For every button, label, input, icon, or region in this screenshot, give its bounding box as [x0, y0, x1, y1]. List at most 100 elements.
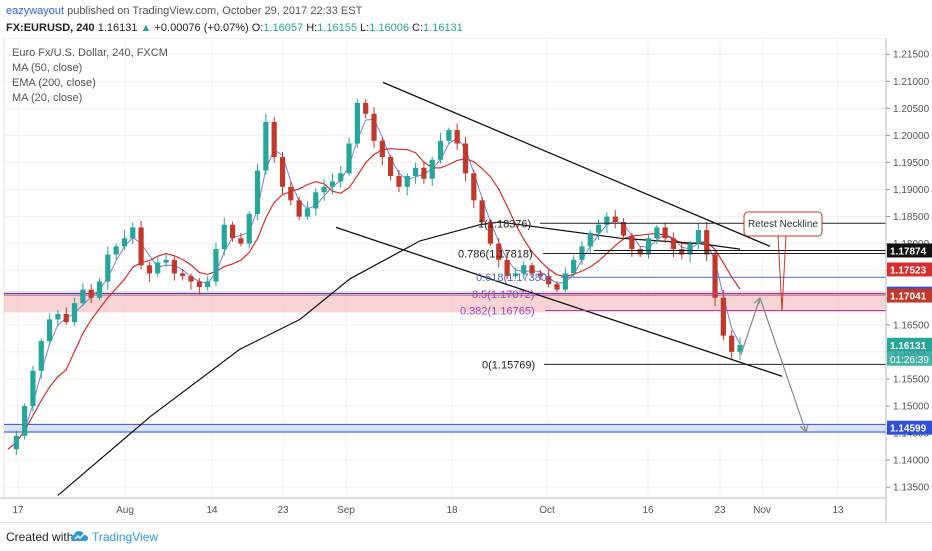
symbol-label: FX:EURUSD, 240	[6, 22, 95, 34]
candle-body	[371, 113, 377, 141]
callout-pointer	[777, 235, 787, 311]
candle-body	[562, 273, 568, 290]
candle-body	[496, 243, 502, 260]
candle-body	[379, 140, 385, 158]
candle-body	[22, 406, 28, 436]
tradingview-cloud-icon	[71, 531, 88, 541]
x-tick-label: Sep	[337, 505, 355, 516]
candle-body	[30, 370, 36, 406]
footer: Created with TradingView	[0, 522, 932, 551]
y-tick-label: 1.21500	[893, 50, 930, 61]
candle-body	[279, 157, 286, 187]
candle-body	[737, 344, 743, 352]
price-zones	[4, 291, 886, 433]
y-tick-label: 1.20500	[893, 104, 930, 115]
countdown-label: 01:26:39	[890, 355, 929, 366]
fib-level-label: 1(1.18376)	[478, 218, 531, 230]
candle-body	[412, 167, 419, 176]
published-text: published on TradingView.com, October 29…	[67, 5, 363, 17]
ohlc-bar: FX:EURUSD, 240 1.16131 ▲ +0.00076 (+0.07…	[6, 22, 463, 34]
candle-body	[512, 273, 519, 277]
candle-body	[571, 259, 577, 274]
candle-body	[113, 246, 119, 255]
author-link[interactable]: eazywayout	[6, 5, 65, 17]
countdown-tag	[887, 351, 932, 366]
candle-body	[554, 284, 560, 290]
candle-body	[679, 249, 685, 255]
callout-box	[743, 211, 823, 237]
callout-text: Retest Neckline	[748, 219, 818, 230]
candle-body	[487, 222, 494, 244]
publish-info: eazywayout published on TradingView.com,…	[6, 5, 362, 17]
fib-level-label: 0.618(1.17380)	[476, 272, 551, 284]
candle-body	[704, 230, 710, 255]
candle-body	[105, 254, 111, 282]
projection-down-arrowhead	[799, 424, 809, 433]
candle-body	[654, 227, 660, 239]
x-tick-label: 23	[714, 505, 726, 516]
candle-body	[446, 130, 452, 141]
fib-level-label: 0.786(1.17818)	[458, 248, 533, 260]
open-label: O:	[251, 22, 264, 34]
x-tick-label: 18	[446, 505, 458, 516]
candle-body	[720, 297, 726, 336]
y-tick-label: 1.15500	[893, 374, 930, 385]
candle-body	[138, 227, 144, 266]
fib-level-label: 0.382(1.16765)	[460, 305, 535, 317]
candle-body	[537, 273, 543, 277]
candle-body	[88, 289, 94, 298]
candle-body	[80, 289, 86, 304]
candle-body	[712, 254, 718, 298]
candle-body	[188, 276, 194, 282]
candle-body	[163, 259, 169, 263]
price-tag-label: 1.17041	[890, 292, 927, 303]
legend-ma20: MA (20, close)	[12, 92, 82, 104]
legend-ema200: EMA (200, close)	[12, 77, 96, 89]
candle-body	[263, 121, 269, 171]
candle-body	[612, 216, 618, 222]
supply-zone	[4, 291, 886, 313]
candle-body	[454, 130, 460, 144]
chart-header: eazywayout published on TradingView.com,…	[0, 0, 932, 38]
candle-body	[437, 140, 444, 160]
candle-body	[121, 238, 128, 247]
x-tick-label: 16	[642, 505, 654, 516]
candle-body	[221, 224, 227, 250]
candle-body	[205, 281, 211, 287]
candle-body	[521, 265, 527, 274]
x-tick-label: 17	[12, 505, 24, 516]
candle-body	[171, 259, 177, 274]
candle-body	[546, 276, 552, 285]
x-tick-label: Aug	[116, 505, 134, 516]
candle-body	[396, 176, 402, 187]
tradingview-brand[interactable]: TradingView	[92, 530, 159, 544]
candle-body	[421, 167, 427, 179]
candle-body	[363, 102, 369, 114]
candle-body	[604, 216, 610, 225]
candle-body	[729, 335, 735, 352]
open-value: 1.16057	[263, 22, 304, 34]
price-tag-label: 1.17523	[890, 265, 927, 276]
legend-title: Euro Fx/U.S. Dollar, 240, FXCM	[12, 47, 168, 59]
legend-ma50: MA (50, close)	[12, 62, 82, 74]
candle-body	[670, 238, 677, 250]
candle-body	[471, 173, 477, 201]
candle-body	[180, 273, 186, 277]
candle-body	[629, 235, 635, 250]
projection-up-arrow	[740, 297, 761, 355]
candle-body	[329, 181, 336, 187]
y-tick-label: 1.13500	[893, 483, 930, 494]
time-axis: 17 Aug 14 23 Sep 18 Oct 16 23 Nov 13	[0, 497, 886, 516]
price-tag	[887, 243, 932, 258]
candle-body	[13, 435, 19, 450]
candle-body	[529, 265, 535, 274]
price-chart[interactable]: 1(1.18376) 0.786(1.17818) 0.618(1.17380) 0.…	[0, 38, 932, 522]
candle-body	[63, 314, 69, 323]
y-tick-label: 1.14000	[893, 456, 930, 467]
candle-body	[55, 314, 61, 320]
price-axis: 1.21500 1.21000 1.20500 1.20000 1.19500 1.190…	[885, 38, 932, 522]
upper-trendline	[382, 81, 771, 247]
high-label: H:	[306, 22, 318, 34]
candle-body	[246, 213, 252, 244]
candle-body	[304, 208, 311, 217]
